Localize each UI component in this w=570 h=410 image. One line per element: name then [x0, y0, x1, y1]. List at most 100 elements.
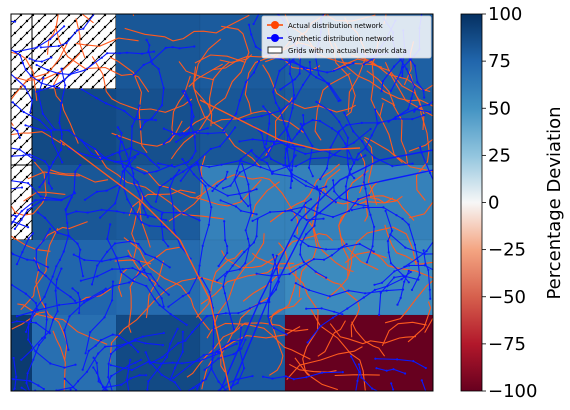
- synthetic-network-line-node: [374, 357, 377, 360]
- synthetic-network-line-node: [198, 264, 201, 267]
- synthetic-network-line-node: [61, 161, 64, 164]
- synthetic-network-line-node: [306, 341, 309, 344]
- synthetic-network-line-node: [285, 333, 288, 336]
- synthetic-network-line-node: [346, 307, 349, 310]
- synthetic-network-line-node: [5, 123, 7, 125]
- synthetic-network-line-node: [168, 187, 171, 190]
- synthetic-network-line-node: [418, 105, 421, 108]
- actual-network-line: [211, 110, 304, 133]
- synthetic-network-line-node: [153, 298, 156, 301]
- synthetic-network-line-node: [95, 361, 98, 365]
- synthetic-network-line-node: [401, 217, 404, 220]
- synthetic-network-line-node: [412, 360, 415, 363]
- synthetic-network-line-node: [423, 114, 426, 117]
- synthetic-network-line-node: [113, 242, 116, 245]
- heatmap-cell: [199, 88, 286, 166]
- synthetic-network-line-node: [238, 192, 241, 195]
- synthetic-network-line-node: [31, 393, 33, 395]
- synthetic-network-line-node: [120, 383, 123, 386]
- synthetic-network-line-node: [85, 154, 89, 157]
- synthetic-network-line: [238, 61, 312, 121]
- synthetic-network-line-node: [420, 379, 423, 382]
- synthetic-network-line: [222, 218, 259, 330]
- synthetic-network-line-node: [352, 141, 356, 144]
- synthetic-network-line-node: [247, 205, 250, 208]
- synthetic-network-line-node: [268, 113, 271, 116]
- synthetic-network-line-node: [92, 366, 95, 369]
- synthetic-network-line-node: [60, 148, 63, 151]
- synthetic-network-line-node: [180, 362, 184, 365]
- synthetic-network-line-node: [92, 356, 95, 359]
- synthetic-network-line-node: [215, 184, 218, 187]
- synthetic-network-line: [248, 24, 354, 73]
- actual-network-line: [317, 320, 346, 357]
- synthetic-network-line-node: [34, 350, 37, 353]
- colorbar-tick-label: 0: [488, 193, 499, 214]
- synthetic-network-line: [84, 183, 120, 201]
- synthetic-network-line-node: [358, 242, 361, 246]
- synthetic-network-line-node: [162, 305, 165, 308]
- synthetic-network-line-node: [305, 307, 308, 310]
- synthetic-network-line-node: [29, 111, 32, 114]
- synthetic-network-line-node: [454, 403, 456, 405]
- synthetic-network-line-node: [272, 90, 275, 93]
- synthetic-network-line-node: [290, 219, 293, 222]
- synthetic-network-line-node: [366, 148, 369, 151]
- synthetic-network-line-node: [118, 52, 121, 55]
- actual-network-line: [408, 138, 433, 152]
- synthetic-network-line-node: [173, 165, 176, 168]
- synthetic-network-line-node: [239, 338, 242, 341]
- actual-network-line: [381, 97, 409, 164]
- actual-network-line: [78, 288, 112, 303]
- synthetic-network-line-node: [52, 161, 55, 164]
- synthetic-network-line-node: [400, 278, 403, 281]
- legend-marker-actual: [271, 21, 279, 29]
- synthetic-network-line-node: [35, 90, 38, 93]
- synthetic-network-line-node: [128, 240, 131, 243]
- synthetic-network-line-node: [265, 148, 268, 151]
- synthetic-network-line-node: [424, 262, 427, 266]
- synthetic-network-line-node: [348, 171, 351, 175]
- synthetic-network-line-node: [111, 268, 114, 271]
- synthetic-network-line-node: [81, 275, 85, 278]
- synthetic-network-line-node: [421, 10, 423, 12]
- synthetic-network-line-node: [186, 161, 189, 164]
- synthetic-network-line-node: [20, 186, 24, 189]
- synthetic-network-line-node: [45, 318, 48, 321]
- actual-network-line: [114, 259, 152, 265]
- synthetic-network-line-node: [344, 142, 347, 145]
- actual-network-line: [178, 61, 215, 81]
- synthetic-network-line-node: [250, 149, 253, 152]
- synthetic-network-line-node: [218, 392, 220, 394]
- synthetic-network-line-node: [252, 241, 255, 244]
- actual-network-line: [329, 323, 417, 345]
- synthetic-network-line-node: [42, 387, 45, 391]
- synthetic-network-line-node: [244, 262, 247, 265]
- synthetic-network-line-node: [255, 272, 258, 275]
- synthetic-network-line-node: [294, 282, 297, 285]
- synthetic-network-line-node: [428, 288, 431, 291]
- synthetic-network-line-node: [67, 129, 70, 132]
- synthetic-network-line-node: [201, 244, 204, 247]
- plot-area: [5, 10, 456, 405]
- synthetic-network-line-node: [142, 207, 145, 210]
- heatmap-cells: [10, 13, 434, 392]
- actual-network-line: [294, 357, 338, 391]
- synthetic-network-line: [16, 233, 34, 265]
- synthetic-network-line-node: [284, 210, 287, 213]
- synthetic-network-line-node: [14, 214, 17, 218]
- colorbar-tick-label: −50: [488, 287, 526, 308]
- synthetic-network-line-node: [115, 134, 118, 138]
- synthetic-network-line-node: [293, 235, 296, 238]
- synthetic-network-line-node: [234, 205, 238, 208]
- synthetic-network-line-node: [153, 256, 157, 259]
- synthetic-network-line-node: [18, 136, 21, 139]
- synthetic-network-line-node: [315, 76, 318, 79]
- synthetic-network-line-node: [309, 157, 312, 160]
- synthetic-network-line-node: [240, 162, 244, 166]
- synthetic-network-line-node: [114, 348, 117, 351]
- synthetic-network-line-node: [133, 182, 136, 185]
- synthetic-network-line: [101, 374, 147, 391]
- synthetic-network-line-node: [216, 350, 219, 354]
- synthetic-network-line-node: [181, 330, 184, 333]
